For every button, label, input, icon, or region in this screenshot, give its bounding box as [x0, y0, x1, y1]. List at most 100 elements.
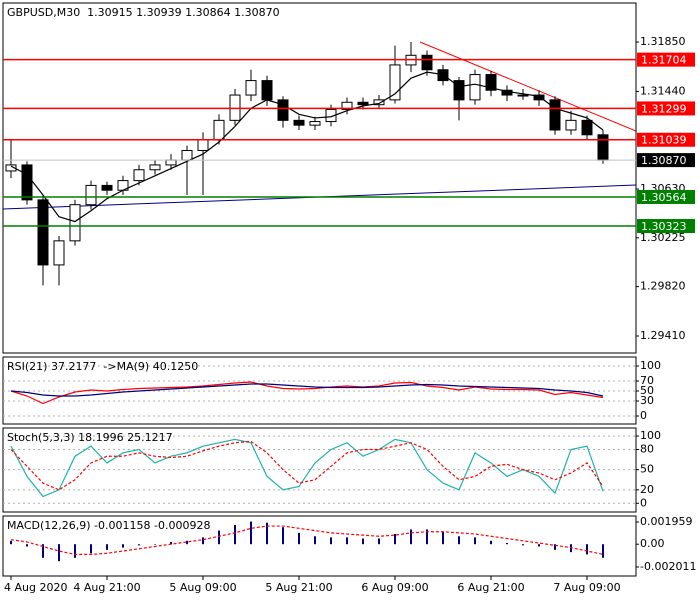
histogram-bar	[154, 544, 156, 545]
candle-body	[389, 64, 401, 101]
y-tick-label: 50	[640, 463, 654, 476]
candle-body	[453, 80, 465, 101]
histogram-bar	[282, 527, 284, 545]
histogram-bar	[522, 544, 524, 546]
y-tick-label: 100	[640, 359, 661, 372]
histogram-bar	[234, 524, 236, 545]
histogram-bar	[42, 544, 44, 558]
candle-body	[21, 164, 33, 201]
histogram-bar	[186, 540, 188, 545]
histogram-bar	[538, 544, 540, 547]
histogram-bar	[138, 544, 140, 546]
level-label: 1.30564	[641, 191, 687, 204]
histogram-bar	[458, 536, 460, 545]
moving-average	[10, 71, 604, 223]
candle-body	[485, 74, 497, 91]
panel-frame	[2, 2, 637, 354]
histogram-bar	[394, 534, 396, 545]
y-tick-label: 50	[640, 384, 654, 397]
candle-body	[549, 99, 561, 131]
candle-body	[165, 159, 177, 166]
candle-body	[309, 121, 321, 126]
signal-line	[10, 525, 604, 556]
level-label: 1.31704	[641, 54, 687, 67]
panel-title: Stoch(5,3,3) 18.1996 25.1217	[7, 431, 173, 444]
y-tick-label: 1.30225	[640, 231, 686, 244]
candle-body	[341, 101, 353, 111]
level-box	[637, 132, 695, 147]
histogram-bar	[442, 531, 444, 545]
histogram-bar	[90, 544, 92, 554]
histogram-bar	[506, 543, 508, 545]
x-tick-label: 5 Aug 09:00	[169, 581, 236, 594]
candle-body	[517, 94, 529, 97]
histogram-bar	[10, 540, 12, 545]
candle-body	[69, 204, 81, 242]
candle-body	[469, 74, 481, 101]
candle-body	[5, 164, 17, 172]
y-tick-label: 100	[640, 429, 661, 442]
candle-body	[197, 139, 209, 151]
histogram-bar	[106, 544, 108, 550]
candle-body	[53, 240, 65, 266]
panel-frame	[2, 515, 637, 577]
histogram-bar	[554, 544, 556, 550]
histogram-bar	[26, 544, 28, 547]
panel-title: MACD(12,26,9) -0.001158 -0.000928	[7, 519, 210, 532]
histogram-bar	[122, 544, 124, 548]
indicator-line	[10, 383, 604, 397]
x-tick-label: 4 Aug 2020	[4, 581, 67, 594]
candle-body	[213, 119, 225, 141]
trend-line	[419, 41, 637, 132]
candle-body	[133, 169, 145, 182]
histogram-bar	[250, 521, 252, 545]
y-tick-label: 1.29820	[640, 280, 686, 293]
y-tick-label: 70	[640, 374, 654, 387]
indicator-line	[10, 438, 604, 498]
histogram-bar	[410, 529, 412, 545]
level-label: 1.31299	[641, 102, 687, 115]
y-tick-label: 0.00	[640, 537, 665, 550]
y-tick-label: 1.31440	[640, 84, 686, 97]
histogram-bar	[170, 541, 172, 545]
histogram-bar	[298, 532, 300, 545]
histogram-bar	[314, 536, 316, 545]
histogram-bar	[602, 544, 604, 558]
last-price-box	[637, 153, 695, 168]
candle-body	[325, 109, 337, 123]
y-tick-label: 0.001959	[640, 515, 693, 528]
histogram-bar	[266, 522, 268, 545]
histogram-bar	[74, 544, 76, 558]
level-box	[637, 189, 695, 204]
x-tick-label: 6 Aug 09:00	[361, 581, 428, 594]
candle-body	[373, 99, 385, 106]
candle-body	[101, 184, 113, 191]
level-box	[637, 219, 695, 234]
candle-body	[245, 80, 257, 96]
y-tick-label: 20	[640, 483, 654, 496]
candle-body	[85, 184, 97, 206]
y-tick-label: 30	[640, 394, 654, 407]
histogram-bar	[362, 538, 364, 545]
histogram-bar	[346, 537, 348, 545]
candle-body	[533, 94, 545, 101]
histogram-bar	[378, 538, 380, 545]
candle-body	[597, 134, 609, 161]
candle-body	[261, 80, 273, 101]
candle-body	[421, 54, 433, 71]
last-price-label: 1.30870	[641, 154, 687, 167]
x-tick-label: 4 Aug 21:00	[73, 581, 140, 594]
histogram-bar	[218, 530, 220, 545]
x-tick-label: 5 Aug 21:00	[265, 581, 332, 594]
indicator-line	[10, 440, 604, 491]
candle-body	[565, 119, 577, 131]
indicator-line	[10, 381, 604, 405]
candle-body	[149, 164, 161, 171]
candle-body	[277, 99, 289, 121]
histogram-bar	[490, 540, 492, 545]
candle-body	[293, 119, 305, 126]
histogram-bar	[426, 529, 428, 545]
y-tick-label: 1.29410	[640, 329, 686, 342]
histogram-bar	[474, 537, 476, 545]
